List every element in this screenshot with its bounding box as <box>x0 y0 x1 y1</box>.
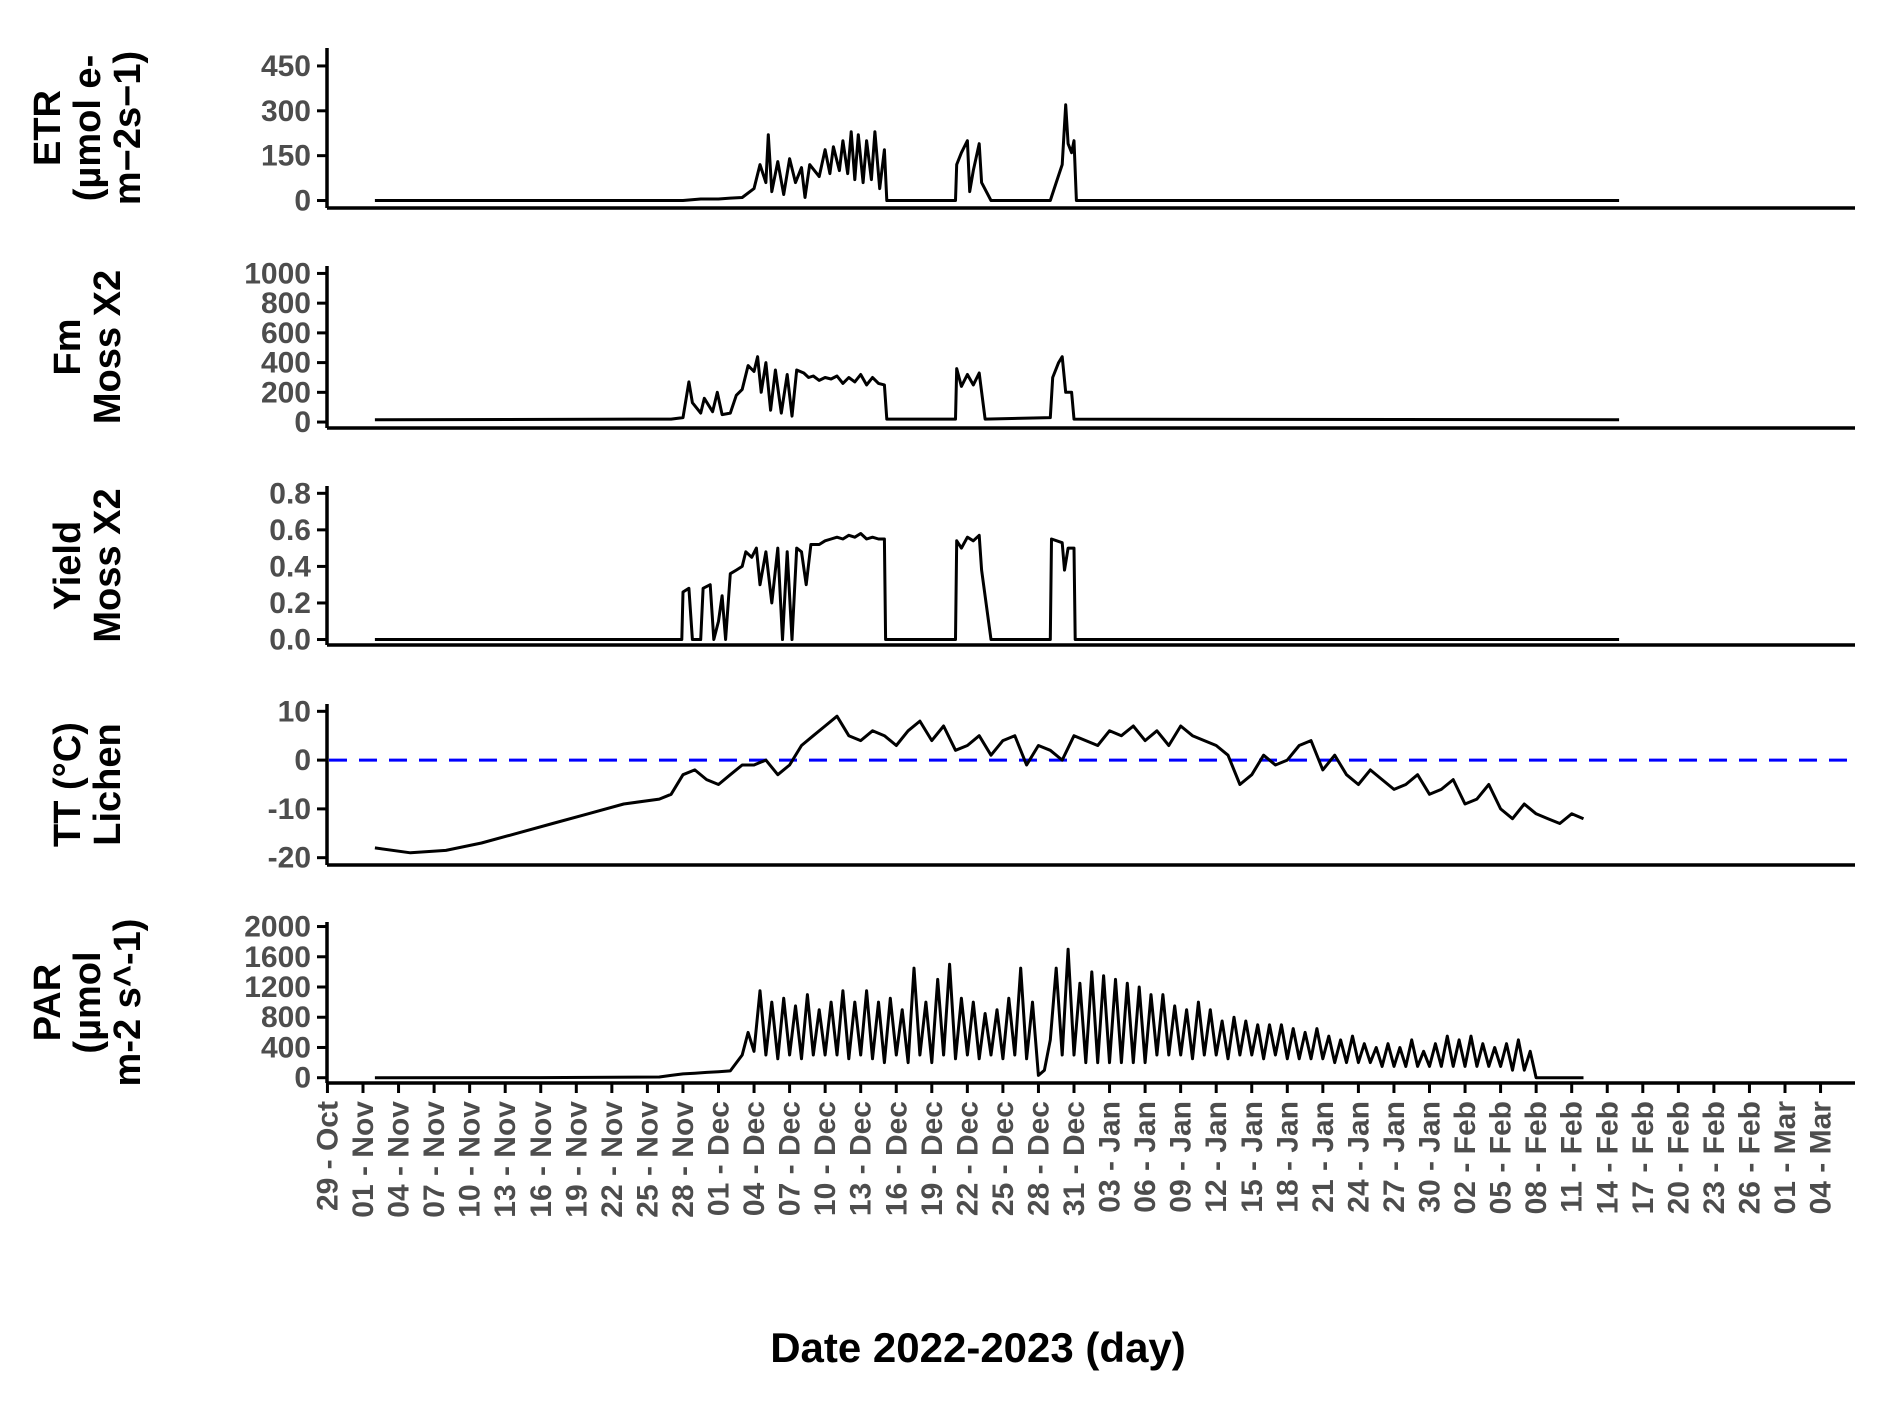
x-tick-label: 06 - Jan <box>1129 1101 1162 1213</box>
x-tick-label: 19 - Dec <box>916 1101 949 1216</box>
y-axis-label-line: m−2s−1) <box>107 51 149 205</box>
x-tick-label: 29 - Oct <box>311 1101 344 1211</box>
x-tick-label: 07 - Nov <box>418 1101 451 1218</box>
x-tick-label: 24 - Jan <box>1342 1101 1375 1213</box>
x-tick-label: 19 - Nov <box>560 1101 593 1218</box>
x-tick-label: 31 - Dec <box>1058 1101 1091 1216</box>
x-tick-label: 17 - Feb <box>1627 1101 1660 1214</box>
y-axis-label-line: Moss X2 <box>87 488 129 642</box>
x-tick-label: 21 - Jan <box>1307 1101 1340 1213</box>
y-tick-label: 0.6 <box>269 514 311 547</box>
panel-4: -20 -10 0 10 TT (°C)Lichen <box>47 695 1855 875</box>
y-tick-label: 0 <box>294 744 311 777</box>
y-tick-label: 0 <box>294 406 311 439</box>
y-tick-label: 400 <box>261 1031 311 1064</box>
series-line-panel-2 <box>374 355 1620 422</box>
y-tick-label: -20 <box>268 842 311 875</box>
series-line-panel-1 <box>374 103 1620 202</box>
y-axis-label-line: Lichen <box>87 723 129 845</box>
y-tick-label: 10 <box>278 695 311 728</box>
x-tick-label: 13 - Nov <box>489 1101 522 1218</box>
x-tick-label: 04 - Dec <box>738 1101 771 1216</box>
y-tick-label: -10 <box>268 793 311 826</box>
x-tick-label: 23 - Feb <box>1698 1101 1731 1214</box>
y-tick-label: 800 <box>261 287 311 320</box>
x-tick-label: 05 - Feb <box>1485 1101 1518 1214</box>
x-tick-label: 03 - Jan <box>1094 1101 1127 1213</box>
y-tick-label: 450 <box>261 50 311 83</box>
x-tick-label: 16 - Dec <box>880 1101 913 1216</box>
y-tick-label: 800 <box>261 1001 311 1034</box>
x-tick-label: 30 - Jan <box>1414 1101 1447 1213</box>
x-tick-label: 04 - Nov <box>383 1101 416 1218</box>
x-tick-label: 28 - Nov <box>667 1101 700 1218</box>
x-tick-label: 01 - Mar <box>1769 1101 1802 1215</box>
x-tick-label: 16 - Nov <box>525 1101 558 1218</box>
x-tick-label: 22 - Nov <box>596 1101 629 1218</box>
x-tick-label: 25 - Dec <box>987 1101 1020 1216</box>
x-tick-label: 02 - Feb <box>1449 1101 1482 1214</box>
y-tick-label: 300 <box>261 95 311 128</box>
x-tick-label: 08 - Feb <box>1520 1101 1553 1214</box>
y-axis-label-line: TT (°C) <box>47 722 89 847</box>
y-tick-label: 0 <box>294 1062 311 1095</box>
y-axis-label-line: Moss X2 <box>87 270 129 424</box>
x-tick-label: 07 - Dec <box>774 1101 807 1216</box>
x-tick-label: 18 - Jan <box>1271 1101 1304 1213</box>
y-tick-label: 200 <box>261 376 311 409</box>
x-tick-label: 12 - Jan <box>1200 1101 1233 1213</box>
y-tick-label: 1000 <box>244 257 311 290</box>
y-axis-label-line: m-2 s^-1) <box>107 919 149 1087</box>
series-line-panel-5 <box>374 947 1584 1080</box>
y-tick-label: 0.4 <box>269 550 311 583</box>
y-tick-label: 0.8 <box>269 477 311 510</box>
y-axis-label-line: (µmol <box>67 951 109 1053</box>
x-tick-label: 14 - Feb <box>1591 1101 1624 1214</box>
series-line-panel-3 <box>374 532 1620 641</box>
x-tick-label: 20 - Feb <box>1662 1101 1695 1214</box>
y-axis-label-line: Fm <box>47 319 89 376</box>
x-tick-label: 13 - Dec <box>845 1101 878 1216</box>
x-tick-label: 01 - Nov <box>347 1101 380 1218</box>
x-tick-label: 27 - Jan <box>1378 1101 1411 1213</box>
y-tick-label: 600 <box>261 317 311 350</box>
x-tick-label: 10 - Nov <box>454 1101 487 1218</box>
x-axis: 29 - Oct 01 - Nov 04 - Nov 07 - Nov 10 - Nov… <box>311 1083 1838 1218</box>
x-tick-label: 01 - Dec <box>703 1101 736 1216</box>
y-axis-label-line: (µmol e- <box>67 55 109 201</box>
y-tick-label: 400 <box>261 347 311 380</box>
y-tick-label: 0 <box>294 185 311 218</box>
y-axis-label-line: PAR <box>27 964 69 1041</box>
x-tick-label: 04 - Mar <box>1805 1101 1838 1215</box>
x-tick-label: 15 - Jan <box>1236 1101 1269 1213</box>
x-tick-label: 11 - Feb <box>1556 1101 1589 1213</box>
x-tick-label: 09 - Jan <box>1165 1101 1198 1213</box>
x-tick-label: 28 - Dec <box>1022 1101 1055 1216</box>
x-tick-label: 10 - Dec <box>809 1101 842 1216</box>
y-axis-label-line: ETR <box>27 90 69 166</box>
x-axis-label: Date 2022-2023 (day) <box>770 1324 1186 1371</box>
y-tick-label: 1600 <box>244 941 311 974</box>
y-tick-label: 0.0 <box>269 624 311 657</box>
x-tick-label: 26 - Feb <box>1733 1101 1766 1214</box>
series-line-panel-4 <box>374 714 1585 855</box>
panel-1: 0 150 300 450 ETR(µmol e-m−2s−1) <box>27 48 1855 218</box>
y-tick-label: 2000 <box>244 911 311 944</box>
y-tick-label: 1200 <box>244 971 311 1004</box>
x-tick-label: 22 - Dec <box>951 1101 984 1216</box>
y-axis-label-line: Yield <box>47 521 89 610</box>
y-tick-label: 150 <box>261 140 311 173</box>
y-tick-label: 0.2 <box>269 587 311 620</box>
x-tick-label: 25 - Nov <box>631 1101 664 1218</box>
